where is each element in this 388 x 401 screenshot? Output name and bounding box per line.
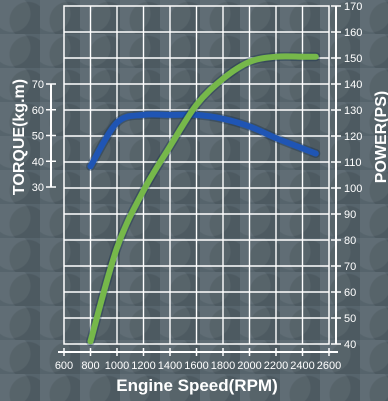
left-tick-label: 30 bbox=[32, 182, 44, 194]
right-tick-label: 160 bbox=[344, 27, 362, 39]
right-tick-label: 140 bbox=[344, 79, 362, 91]
right-tick-label: 170 bbox=[344, 1, 362, 13]
power-series-line bbox=[87, 53, 319, 345]
axes bbox=[46, 5, 341, 356]
right-tick-label: 150 bbox=[344, 53, 362, 65]
x-tick-label: 1800 bbox=[211, 360, 235, 372]
x-tick-label: 1400 bbox=[158, 360, 182, 372]
right-axis-title: POWER(PS) bbox=[373, 91, 388, 183]
left-axis-title: TORQUE(kg.m) bbox=[11, 79, 28, 195]
x-tick-labels: 600 800 1000 1200 1400 1600 1800 2000 2200 2400 26… bbox=[55, 360, 341, 372]
x-tick-label: 600 bbox=[55, 360, 73, 372]
right-tick-labels: 40 50 60 70 80 90 100 110 120 130 140 150 160 170 bbox=[344, 1, 362, 351]
right-tick-label: 70 bbox=[344, 261, 356, 273]
torque-series-line bbox=[87, 111, 319, 170]
right-tick-label: 40 bbox=[344, 339, 356, 351]
x-tick-label: 2400 bbox=[290, 360, 314, 372]
x-tick-label: 1200 bbox=[131, 360, 155, 372]
x-axis-title: Engine Speed(RPM) bbox=[116, 376, 278, 395]
left-tick-label: 50 bbox=[32, 131, 44, 143]
x-tick-label: 2600 bbox=[317, 360, 341, 372]
right-tick-label: 80 bbox=[344, 235, 356, 247]
left-tick-label: 70 bbox=[32, 79, 44, 91]
series-layer bbox=[86, 51, 321, 346]
left-tick-labels: 30 40 50 60 70 bbox=[32, 79, 44, 194]
x-tick-label: 2000 bbox=[237, 360, 261, 372]
x-axis bbox=[58, 348, 338, 356]
x-tick-label: 1000 bbox=[105, 360, 129, 372]
left-axis bbox=[46, 83, 56, 188]
left-tick-label: 40 bbox=[32, 156, 44, 168]
x-tick-label: 800 bbox=[81, 360, 99, 372]
right-tick-label: 120 bbox=[344, 131, 362, 143]
left-tick-label: 60 bbox=[32, 105, 44, 117]
right-tick-label: 110 bbox=[344, 157, 362, 169]
right-tick-label: 60 bbox=[344, 287, 356, 299]
right-tick-label: 130 bbox=[344, 105, 362, 117]
x-tick-label: 1600 bbox=[184, 360, 208, 372]
right-axis bbox=[331, 5, 341, 345]
right-tick-label: 100 bbox=[344, 183, 362, 195]
right-tick-label: 90 bbox=[344, 209, 356, 221]
right-tick-label: 50 bbox=[344, 313, 356, 325]
x-tick-label: 2200 bbox=[264, 360, 288, 372]
